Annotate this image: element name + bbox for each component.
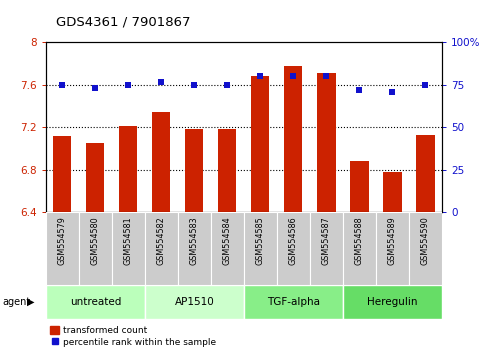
Bar <box>112 212 145 285</box>
Bar <box>277 212 310 285</box>
Bar <box>79 212 112 285</box>
Bar <box>317 73 336 212</box>
Text: AP1510: AP1510 <box>174 297 214 307</box>
Point <box>224 82 231 88</box>
Bar <box>145 285 244 319</box>
Text: ▶: ▶ <box>27 297 34 307</box>
Bar <box>152 112 170 212</box>
Bar <box>350 161 369 212</box>
Text: GSM554581: GSM554581 <box>124 216 133 265</box>
Bar <box>185 129 203 212</box>
Point <box>422 82 429 88</box>
Bar <box>86 143 104 212</box>
Text: GSM554588: GSM554588 <box>355 216 364 265</box>
Bar <box>343 285 442 319</box>
Bar <box>343 212 376 285</box>
Bar <box>119 126 138 212</box>
Bar <box>409 212 442 285</box>
Bar <box>53 136 71 212</box>
Bar <box>145 212 178 285</box>
Bar <box>251 76 270 212</box>
Text: agent: agent <box>2 297 30 307</box>
Bar <box>384 172 401 212</box>
Bar <box>284 66 302 212</box>
Point <box>91 86 99 91</box>
Point <box>388 89 396 95</box>
Point <box>157 79 165 84</box>
Point <box>256 74 264 79</box>
Bar <box>46 285 145 319</box>
Point <box>355 87 363 93</box>
Point <box>289 74 297 79</box>
Text: GSM554589: GSM554589 <box>388 216 397 265</box>
Text: GSM554582: GSM554582 <box>157 216 166 265</box>
Bar <box>416 135 435 212</box>
Point <box>58 82 66 88</box>
Bar <box>310 212 343 285</box>
Text: GSM554579: GSM554579 <box>58 216 67 265</box>
Point <box>323 74 330 79</box>
Text: GSM554587: GSM554587 <box>322 216 331 265</box>
Text: GSM554580: GSM554580 <box>91 216 100 265</box>
Bar <box>376 212 409 285</box>
Text: TGF-alpha: TGF-alpha <box>267 297 320 307</box>
Bar <box>46 212 79 285</box>
Bar <box>178 212 211 285</box>
Bar <box>244 212 277 285</box>
Bar <box>218 129 237 212</box>
Text: GSM554583: GSM554583 <box>190 216 199 265</box>
Text: GSM554590: GSM554590 <box>421 216 430 265</box>
Text: GSM554586: GSM554586 <box>289 216 298 265</box>
Text: Heregulin: Heregulin <box>367 297 418 307</box>
Bar <box>211 212 244 285</box>
Bar <box>244 285 343 319</box>
Text: GSM554585: GSM554585 <box>256 216 265 265</box>
Legend: transformed count, percentile rank within the sample: transformed count, percentile rank withi… <box>50 326 216 347</box>
Point <box>190 82 198 88</box>
Text: GDS4361 / 7901867: GDS4361 / 7901867 <box>56 15 190 28</box>
Text: untreated: untreated <box>70 297 121 307</box>
Point <box>125 82 132 88</box>
Text: GSM554584: GSM554584 <box>223 216 232 265</box>
